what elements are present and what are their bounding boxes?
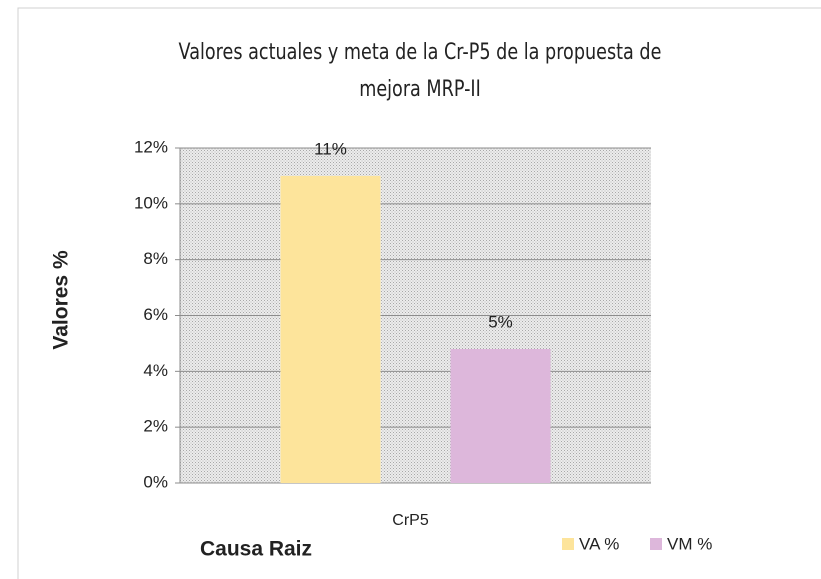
bar: [280, 175, 381, 483]
y-tick-label: 12%: [134, 137, 168, 156]
legend-swatch: [562, 538, 574, 550]
y-axis-label: Valores %: [50, 250, 73, 350]
y-tick-label: 10%: [134, 193, 168, 212]
legend-swatch: [650, 538, 662, 550]
x-tick-label: CrP5: [392, 512, 429, 529]
legend-label: VA %: [579, 534, 619, 553]
x-axis-label: Causa Raiz: [200, 538, 312, 561]
value-label: 11%: [314, 139, 347, 158]
y-tick-label: 4%: [143, 361, 168, 380]
y-tick-label: 8%: [143, 249, 168, 268]
bar: [450, 349, 551, 483]
chart-title: Valores actuales y meta de la Cr-P5 de l…: [178, 40, 662, 102]
y-tick-label: 2%: [143, 417, 168, 436]
value-label: 5%: [488, 312, 513, 331]
y-tick-label: 6%: [143, 305, 168, 324]
y-tick-label: 0%: [143, 472, 168, 491]
legend-label: VM %: [667, 534, 712, 553]
chart-border: [17, 7, 821, 579]
